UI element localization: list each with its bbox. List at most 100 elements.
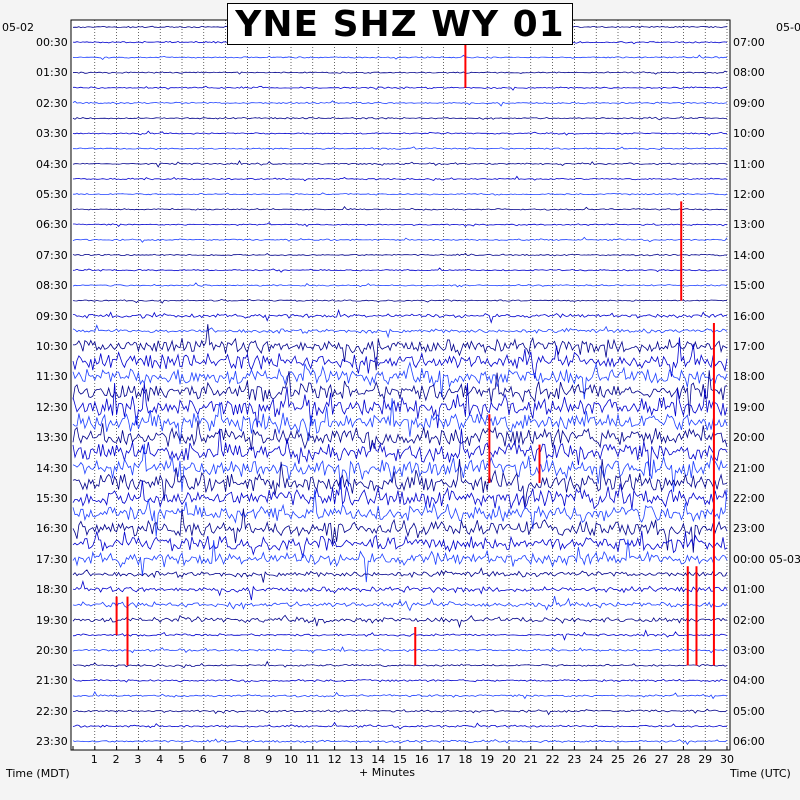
- x-tick-label-17: 17: [436, 753, 451, 766]
- right-hour-label: 18:00: [733, 370, 765, 384]
- trace-row-25: [72, 382, 728, 429]
- trace-row-29: [72, 443, 728, 492]
- x-tick-label-4: 4: [156, 753, 164, 766]
- left-axis-label: Time (MDT): [6, 767, 70, 780]
- x-tick-label-19: 19: [480, 753, 495, 766]
- trace-row-47: [72, 738, 728, 746]
- trace-row-28: [72, 428, 728, 477]
- x-tick-label-3: 3: [134, 753, 142, 766]
- trace-row-3: [72, 70, 728, 75]
- left-hour-label: 10:30: [36, 340, 68, 353]
- right-hour-label: 16:00: [733, 309, 765, 323]
- left-hour-label: 12:30: [36, 400, 68, 414]
- x-tick-label-5: 5: [178, 753, 185, 766]
- left-hour-label: 02:30: [36, 96, 68, 110]
- x-tick-label-27: 27: [654, 753, 669, 766]
- left-hour-label: 05:30: [36, 188, 68, 201]
- trace-row-46: [72, 721, 728, 730]
- x-tick-label-30: 30: [720, 753, 734, 766]
- right-date-label: 05-0: [776, 21, 800, 34]
- trace-row-36: [72, 567, 728, 583]
- seismic-traces: [72, 23, 728, 746]
- trace-row-19: [72, 308, 728, 324]
- trace-row-6: [72, 116, 728, 121]
- left-date-label: 05-02: [2, 21, 34, 34]
- trace-row-2: [72, 54, 728, 61]
- left-hour-label: 21:30: [36, 674, 68, 688]
- left-hour-label: 13:30: [36, 431, 68, 445]
- left-hour-label: 19:30: [36, 613, 68, 627]
- right-hour-label: 06:00: [733, 735, 765, 749]
- right-hour-label: 17:00: [733, 340, 765, 353]
- x-tick-label-11: 11: [305, 753, 320, 766]
- left-hour-label: 04:30: [36, 157, 68, 171]
- right-hour-label: 03:00: [733, 644, 765, 657]
- x-tick-label-13: 13: [349, 753, 364, 766]
- trace-row-37: [72, 579, 728, 601]
- x-tick-label-20: 20: [502, 753, 516, 766]
- right-hour-label: 02:00: [733, 613, 765, 627]
- chart-title: YNE SHZ WY 01: [227, 3, 573, 45]
- right-hour-label: 04:00: [733, 674, 765, 688]
- x-tick-label-28: 28: [676, 753, 691, 766]
- right-date-mid-label: 05-03: [769, 552, 800, 566]
- x-tick-label-21: 21: [523, 753, 538, 766]
- x-tick-label-14: 14: [371, 753, 386, 766]
- left-hour-label: 20:30: [36, 644, 68, 657]
- trace-row-4: [73, 85, 728, 91]
- right-axis-label: Time (UTC): [730, 767, 791, 780]
- left-hour-label: 00:30: [36, 36, 68, 49]
- trace-row-41: [72, 646, 728, 654]
- left-hour-label: 01:30: [36, 66, 68, 80]
- trace-row-13: [73, 222, 728, 227]
- left-hour-label: 07:30: [36, 248, 68, 262]
- trace-row-24: [72, 370, 728, 416]
- right-hour-label: 10:00: [733, 127, 765, 141]
- x-tick-label-16: 16: [414, 753, 429, 766]
- left-hour-label: 11:30: [36, 370, 68, 384]
- trace-row-42: [72, 660, 728, 669]
- left-hour-label: 17:30: [36, 552, 68, 566]
- trace-row-21: [72, 324, 728, 371]
- trace-row-8: [72, 146, 728, 150]
- left-hour-label: 08:30: [36, 279, 68, 293]
- x-tick-label-8: 8: [243, 753, 251, 766]
- left-hour-label: 06:30: [36, 218, 68, 232]
- trace-row-17: [72, 282, 728, 288]
- trace-row-14: [72, 236, 728, 243]
- trace-row-38: [72, 596, 728, 612]
- right-hour-label: 12:00: [733, 188, 765, 201]
- right-hour-label: 22:00: [733, 492, 765, 505]
- right-hour-label: 05:00: [733, 704, 765, 718]
- x-tick-label-15: 15: [393, 753, 407, 766]
- x-tick-label-26: 26: [632, 753, 647, 766]
- trace-row-23: [72, 361, 728, 400]
- x-tick-label-6: 6: [199, 753, 207, 766]
- x-tick-label-9: 9: [265, 753, 273, 766]
- right-hour-label: 13:00: [733, 218, 765, 232]
- trace-row-31: [72, 479, 728, 510]
- trace-row-27: [72, 420, 728, 451]
- trace-row-43: [72, 678, 728, 683]
- left-hour-label: 09:30: [36, 309, 68, 323]
- x-tick-label-2: 2: [112, 753, 120, 766]
- x-tick-label-10: 10: [284, 753, 298, 766]
- left-hour-label: 14:30: [36, 461, 68, 475]
- trace-row-22: [72, 337, 728, 379]
- trace-row-26: [72, 398, 728, 445]
- left-hour-label: 18:30: [36, 583, 68, 597]
- trace-row-11: [73, 192, 728, 196]
- plot-area: [70, 19, 731, 751]
- x-tick-label-24: 24: [589, 753, 604, 766]
- x-tick-label-22: 22: [545, 753, 560, 766]
- x-tick-label-12: 12: [327, 753, 342, 766]
- trace-row-33: [72, 508, 728, 553]
- trace-row-44: [72, 690, 728, 700]
- left-hour-label: 16:30: [36, 522, 68, 536]
- x-tick-label-23: 23: [567, 753, 582, 766]
- trace-row-16: [72, 267, 728, 273]
- x-tick-label-18: 18: [458, 753, 473, 766]
- trace-row-34: [72, 530, 728, 559]
- left-hour-label: 23:30: [36, 735, 68, 749]
